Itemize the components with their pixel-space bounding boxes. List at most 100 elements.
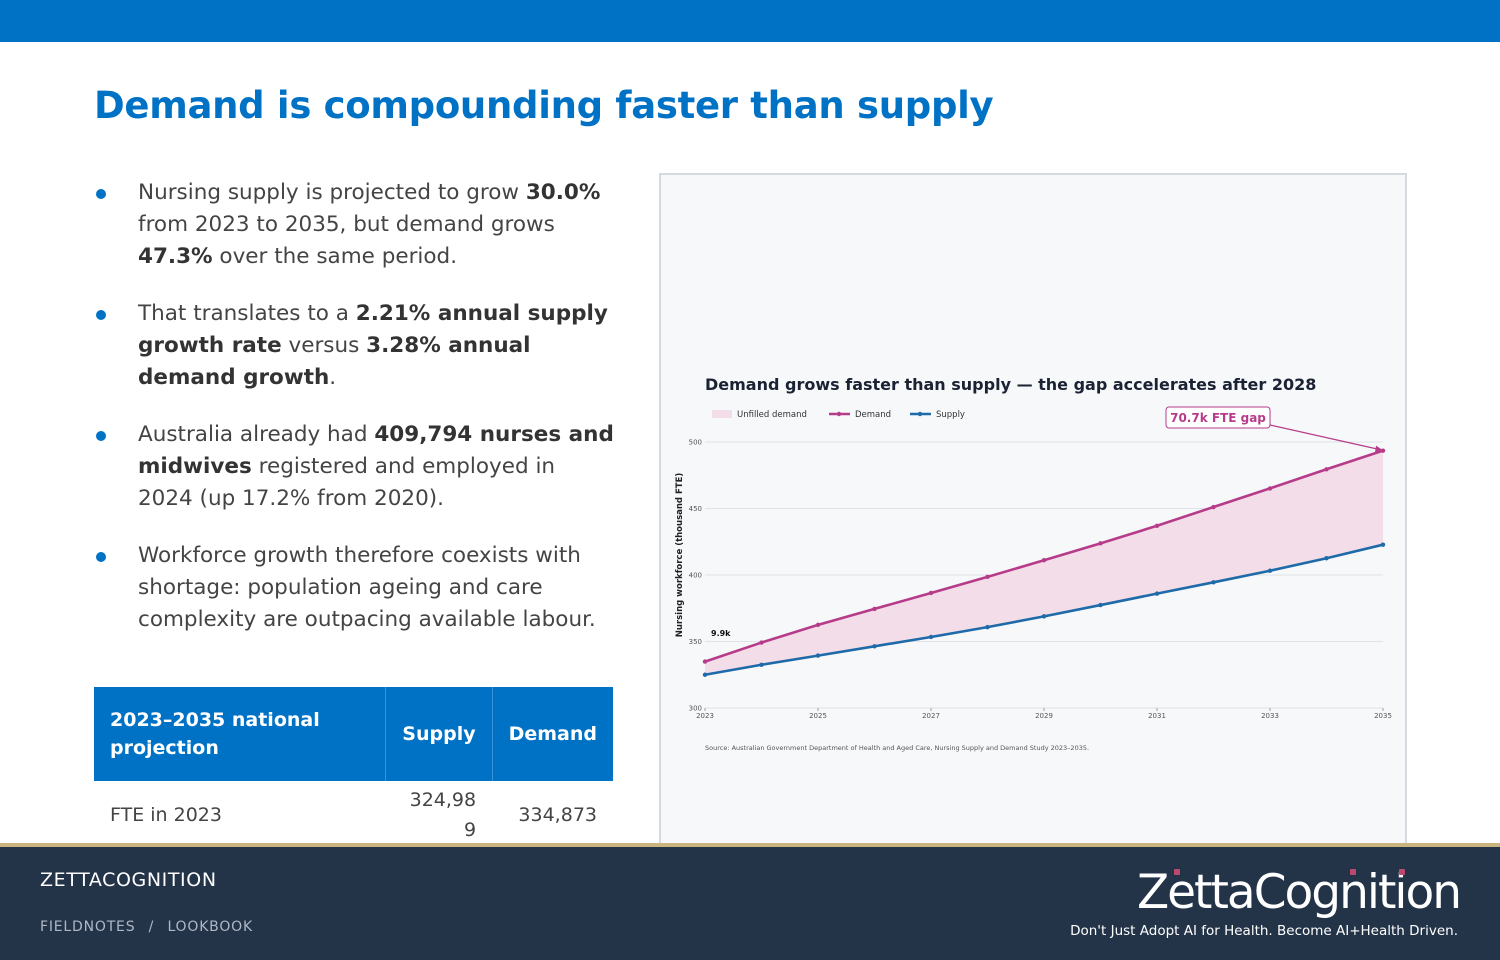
x-tick-label: 2029 [1035, 712, 1053, 720]
end-gap-badge [1165, 406, 1271, 429]
y-tick-label: 300 [689, 705, 702, 713]
bullet-dot-icon [96, 431, 106, 441]
x-tick-label: 2031 [1148, 712, 1166, 720]
bullet-item: Workforce growth therefore coexists with… [94, 540, 614, 636]
bullet-dot-icon [96, 310, 106, 320]
demand-point [985, 574, 990, 580]
end-gap-arrow [1269, 424, 1381, 451]
bullet-text: over the same period. [212, 244, 458, 269]
legend-marker-demand [836, 411, 842, 417]
breadcrumb: FIELDNOTES / LOOKBOOK [40, 919, 253, 935]
supply-point [1267, 568, 1273, 573]
table-cell-demand: 334,873 [492, 781, 613, 850]
chart-annotations: 9.9k 70.7k FTE gap [711, 406, 1385, 638]
bullet-text: Nursing supply is projected to grow [138, 180, 526, 205]
workforce-chart: Demand grows faster than supply — the ga… [675, 375, 1392, 752]
table-header-row: 2023–2035 national projection Supply Dem… [94, 687, 613, 781]
bullet-emphasis: 30.0% [525, 180, 601, 205]
y-axis-label: Nursing workforce (thousand FTE) [675, 473, 685, 638]
footer: ZETTACOGNITION FIELDNOTES / LOOKBOOK Zet… [0, 843, 1500, 960]
bullet-emphasis: 409,794 nurses and midwives [138, 422, 614, 479]
y-tick-label: 400 [689, 572, 702, 580]
slide-title: Demand is compounding faster than supply [94, 84, 994, 127]
bullet-dot-icon [96, 189, 106, 199]
chart-source: Source: Australian Government Department… [705, 744, 1089, 752]
legend-label: Unfilled demand [737, 410, 807, 420]
table-header-supply: Supply [385, 687, 493, 781]
logo-accent-dot [1350, 869, 1356, 875]
supply-point [815, 653, 821, 658]
logo-wordmark: ZettaCognition [1136, 865, 1462, 920]
zettacognition-logo: ZettaCognition Don't Just Adopt AI for H… [1070, 865, 1462, 947]
supply-point [872, 644, 877, 649]
logo-accent-dot [1399, 869, 1405, 875]
bullet-item: Nursing supply is projected to grow 30.0… [94, 177, 614, 273]
bullet-text: Workforce growth therefore coexists with… [138, 543, 596, 632]
breadcrumb-separator: / [148, 919, 155, 935]
projection-table: 2023–2035 national projection Supply Dem… [94, 687, 613, 850]
table-cell-label: FTE in 2023 [94, 781, 386, 850]
logo-tagline: Don't Just Adopt AI for Health. Become A… [1070, 923, 1458, 939]
x-tick-label: 2033 [1261, 712, 1279, 720]
chart-title: Demand grows faster than supply — the ga… [705, 375, 1316, 394]
bullet-item: Australia already had 409,794 nurses and… [94, 419, 614, 515]
demand-point [702, 659, 708, 664]
supply-point [702, 672, 708, 677]
bullet-text: Australia already had [138, 422, 375, 447]
supply-point [759, 662, 764, 667]
supply-point [1098, 602, 1103, 608]
demand-point [928, 590, 934, 596]
table-header-demand: Demand [491, 687, 613, 781]
chart-legend: Unfilled demand Demand Supply [712, 410, 965, 420]
breadcrumb-lookbook[interactable]: LOOKBOOK [167, 919, 253, 935]
breadcrumb-fieldnotes[interactable]: FIELDNOTES [40, 919, 136, 935]
demand-point [815, 622, 821, 628]
x-tick-label: 2023 [696, 712, 714, 720]
supply-point [1324, 556, 1329, 561]
unfilled-demand-area [705, 450, 1383, 675]
supply-point [928, 634, 934, 640]
bullet-dot-icon [96, 552, 106, 562]
x-tick-label: 2027 [922, 712, 940, 720]
chart-series [702, 448, 1386, 677]
supply-point [1041, 614, 1047, 619]
demand-point [1267, 486, 1273, 491]
bullet-text: . [329, 365, 337, 390]
bullet-text: versus [281, 333, 367, 358]
bullet-item: That translates to a 2.21% annual supply… [94, 298, 614, 394]
bullet-emphasis: 3.28% annual demand growth [138, 333, 531, 390]
table-row: FTE in 2023 324,989 334,873 [94, 781, 613, 850]
table-cell-supply: 324,989 [385, 781, 493, 850]
bullet-text: from 2023 to 2035, but demand grows [138, 212, 555, 237]
y-tick-label: 350 [689, 638, 702, 646]
legend-label: Supply [936, 410, 965, 420]
footer-brand: ZETTACOGNITION [40, 869, 217, 891]
legend-label: Demand [855, 410, 891, 420]
demand-point [1154, 523, 1160, 528]
y-tick-label: 500 [689, 439, 702, 447]
table-header-projection: 2023–2035 national projection [94, 687, 386, 781]
supply-point [1154, 591, 1160, 596]
bullet-text: registered and employed in 2024 (up 17.2… [138, 454, 556, 511]
bullet-emphasis: 2.21% annual supply growth rate [138, 301, 608, 358]
legend-marker-supply [917, 411, 923, 417]
demand-point [1324, 467, 1329, 472]
bullet-emphasis: 47.3% [138, 244, 213, 269]
demand-point [1041, 558, 1047, 563]
x-tick-label: 2035 [1374, 712, 1392, 720]
unfilled-demand-fill [705, 450, 1383, 675]
bullet-list: Nursing supply is projected to grow 30.0… [94, 177, 614, 661]
supply-point [1380, 542, 1386, 547]
logo-accent-dot [1174, 869, 1180, 875]
top-accent-bar [0, 0, 1500, 42]
supply-point [985, 624, 990, 630]
chart-axes: 300 350 400 450 500 2023 2025 2027 2029 2031 2033 2… [675, 439, 1392, 721]
demand-point [759, 640, 764, 645]
y-tick-label: 450 [689, 505, 702, 513]
end-gap-label: 70.7k FTE gap [1170, 411, 1266, 425]
legend-swatch-unfilled [712, 410, 732, 418]
supply-point [1211, 580, 1216, 585]
bullet-text: That translates to a [138, 301, 356, 326]
x-tick-label: 2025 [809, 712, 827, 720]
chart-panel: Demand grows faster than supply — the ga… [659, 173, 1407, 863]
